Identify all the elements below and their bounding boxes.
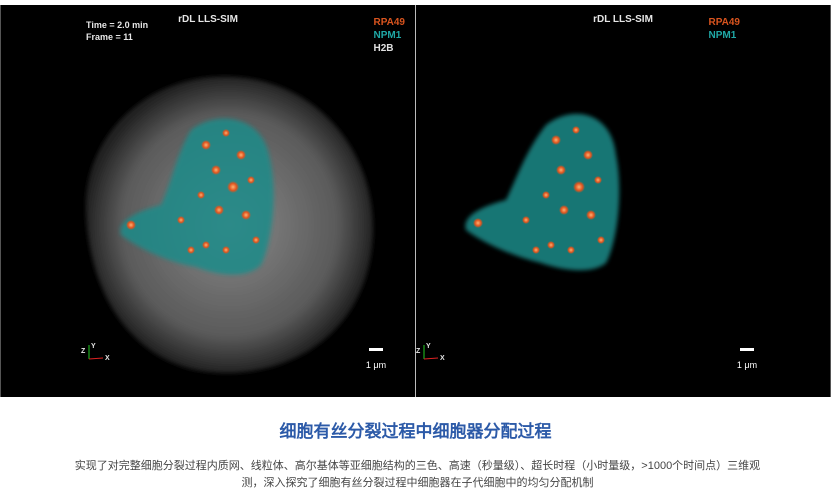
axis-x-label: X bbox=[440, 355, 445, 362]
axis-indicator: Z Y X bbox=[81, 343, 121, 363]
panel-title: rDL LLS-SIM bbox=[593, 14, 653, 25]
axis-z-label: Z bbox=[416, 348, 421, 355]
axis-y-label: Y bbox=[91, 343, 96, 350]
legend-rpa49: RPA49 bbox=[373, 17, 406, 28]
time-label: Time = 2.0 min bbox=[86, 20, 149, 30]
caption-heading: 细胞有丝分裂过程中细胞器分配过程 bbox=[279, 422, 552, 441]
panel-divider bbox=[415, 5, 416, 397]
channel-legend: RPA49 NPM1 bbox=[709, 16, 741, 42]
scale-bar: 1 μm bbox=[361, 348, 391, 373]
axis-indicator: Z Y X bbox=[416, 343, 456, 363]
microscopy-viewer: Time = 2.0 min Frame = 11 rDL LLS-SIM RP… bbox=[0, 5, 831, 397]
scale-label: 1 μm bbox=[736, 360, 758, 370]
channel-legend: RPA49 NPM1 H2B bbox=[374, 16, 406, 55]
cell-image-npm1-rpa49 bbox=[465, 113, 620, 271]
scale-bar: 1 μm bbox=[732, 348, 762, 373]
panel-title: rDL LLS-SIM bbox=[178, 14, 238, 25]
axis-z-label: Z bbox=[81, 348, 86, 355]
legend-npm1: NPM1 bbox=[373, 30, 402, 41]
axis-y-label: Y bbox=[426, 343, 431, 350]
legend-rpa49: RPA49 bbox=[708, 17, 741, 28]
legend-npm1: NPM1 bbox=[708, 30, 737, 41]
scale-label: 1 μm bbox=[365, 360, 387, 370]
legend-h2b: H2B bbox=[373, 43, 394, 54]
cell-image-h2b-npm1-rpa49 bbox=[85, 76, 374, 374]
axis-x-label: X bbox=[105, 355, 110, 362]
caption-text: 实现了对完整细胞分裂过程内质网、线粒体、高尔基体等亚细胞结构的三色、高速（秒量级… bbox=[74, 460, 761, 489]
frame-label: Frame = 11 bbox=[86, 32, 133, 42]
panel-right: rDL LLS-SIM RPA49 NPM1 Z Y X 1 μm bbox=[416, 5, 830, 397]
panel-left: Time = 2.0 min Frame = 11 rDL LLS-SIM RP… bbox=[1, 5, 415, 397]
